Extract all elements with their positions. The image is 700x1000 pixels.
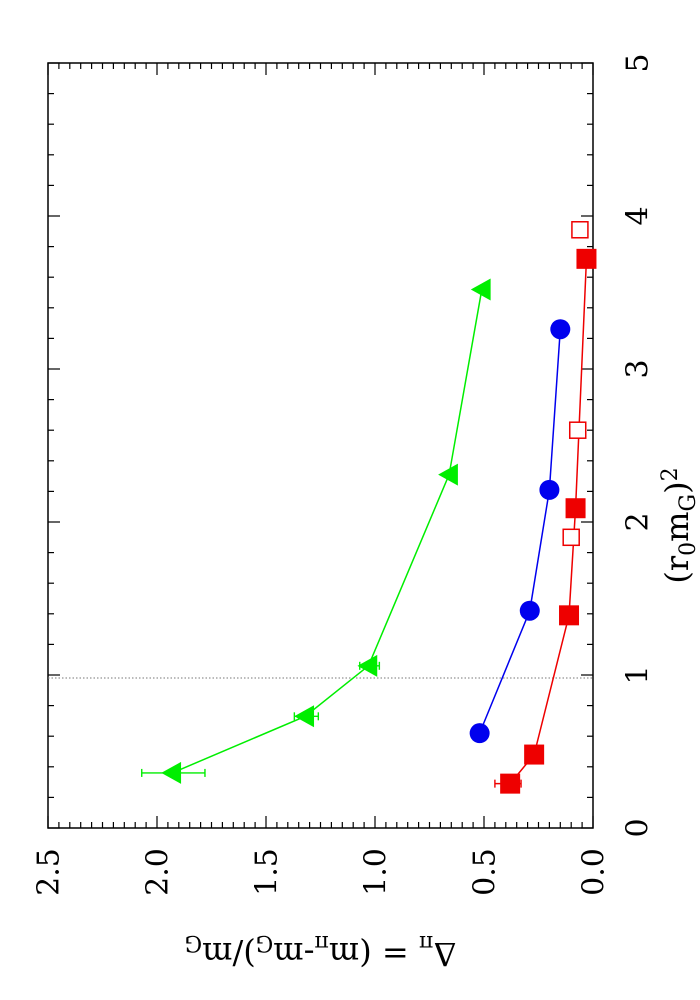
x-tick-label: 3 (621, 359, 656, 378)
circle-marker (469, 723, 490, 744)
square-marker (565, 498, 586, 519)
square-marker (500, 773, 521, 794)
y-tick-label: 0.5 (468, 848, 503, 896)
series-square-open (562, 221, 589, 547)
series-line (171, 289, 483, 774)
x-tick-label: 0 (621, 818, 656, 837)
circle-marker (539, 479, 560, 500)
y-tick-label: 2.5 (32, 848, 67, 896)
x-tick-label: 1 (621, 665, 656, 684)
plot-frame (47, 62, 594, 829)
series-line (509, 258, 588, 785)
x-tick-label: 4 (621, 206, 656, 225)
open-square-marker (562, 528, 580, 547)
open-square-marker (571, 221, 589, 239)
triangle-marker (357, 654, 378, 677)
data-series (141, 221, 597, 794)
triangle-marker (161, 761, 182, 784)
square-marker (559, 605, 580, 626)
x-tick-label: 2 (621, 512, 656, 531)
series-square-filled (494, 248, 597, 794)
y-tick-label: 1.0 (359, 848, 394, 896)
y-axis-title: Δπ = (mπ-mG)/mG (185, 930, 457, 973)
series-triangle (141, 278, 491, 784)
axes (47, 62, 594, 829)
triangle-marker (470, 278, 491, 301)
square-marker (524, 744, 545, 765)
series-line (478, 329, 562, 734)
series-circle (469, 319, 571, 744)
plot-area (47, 62, 594, 829)
y-tick-label: 2.0 (141, 848, 176, 896)
y-tick-label: 0.0 (577, 848, 612, 896)
circle-marker (550, 319, 571, 340)
open-square-marker (568, 421, 587, 439)
triangle-marker (294, 705, 315, 728)
y-tick-label: 1.5 (250, 848, 285, 896)
square-marker (576, 248, 597, 269)
triangle-marker (438, 463, 458, 486)
x-axis-title: (r0mG)2 (658, 467, 700, 583)
axis-labels: 0 1 2 3 4 5 0.0 0.5 1.0 1.5 2.0 2.5 (r0mG)2 Δπ = (mπ-… (32, 53, 700, 973)
x-tick-label: 5 (621, 53, 656, 72)
circle-marker (519, 600, 540, 621)
